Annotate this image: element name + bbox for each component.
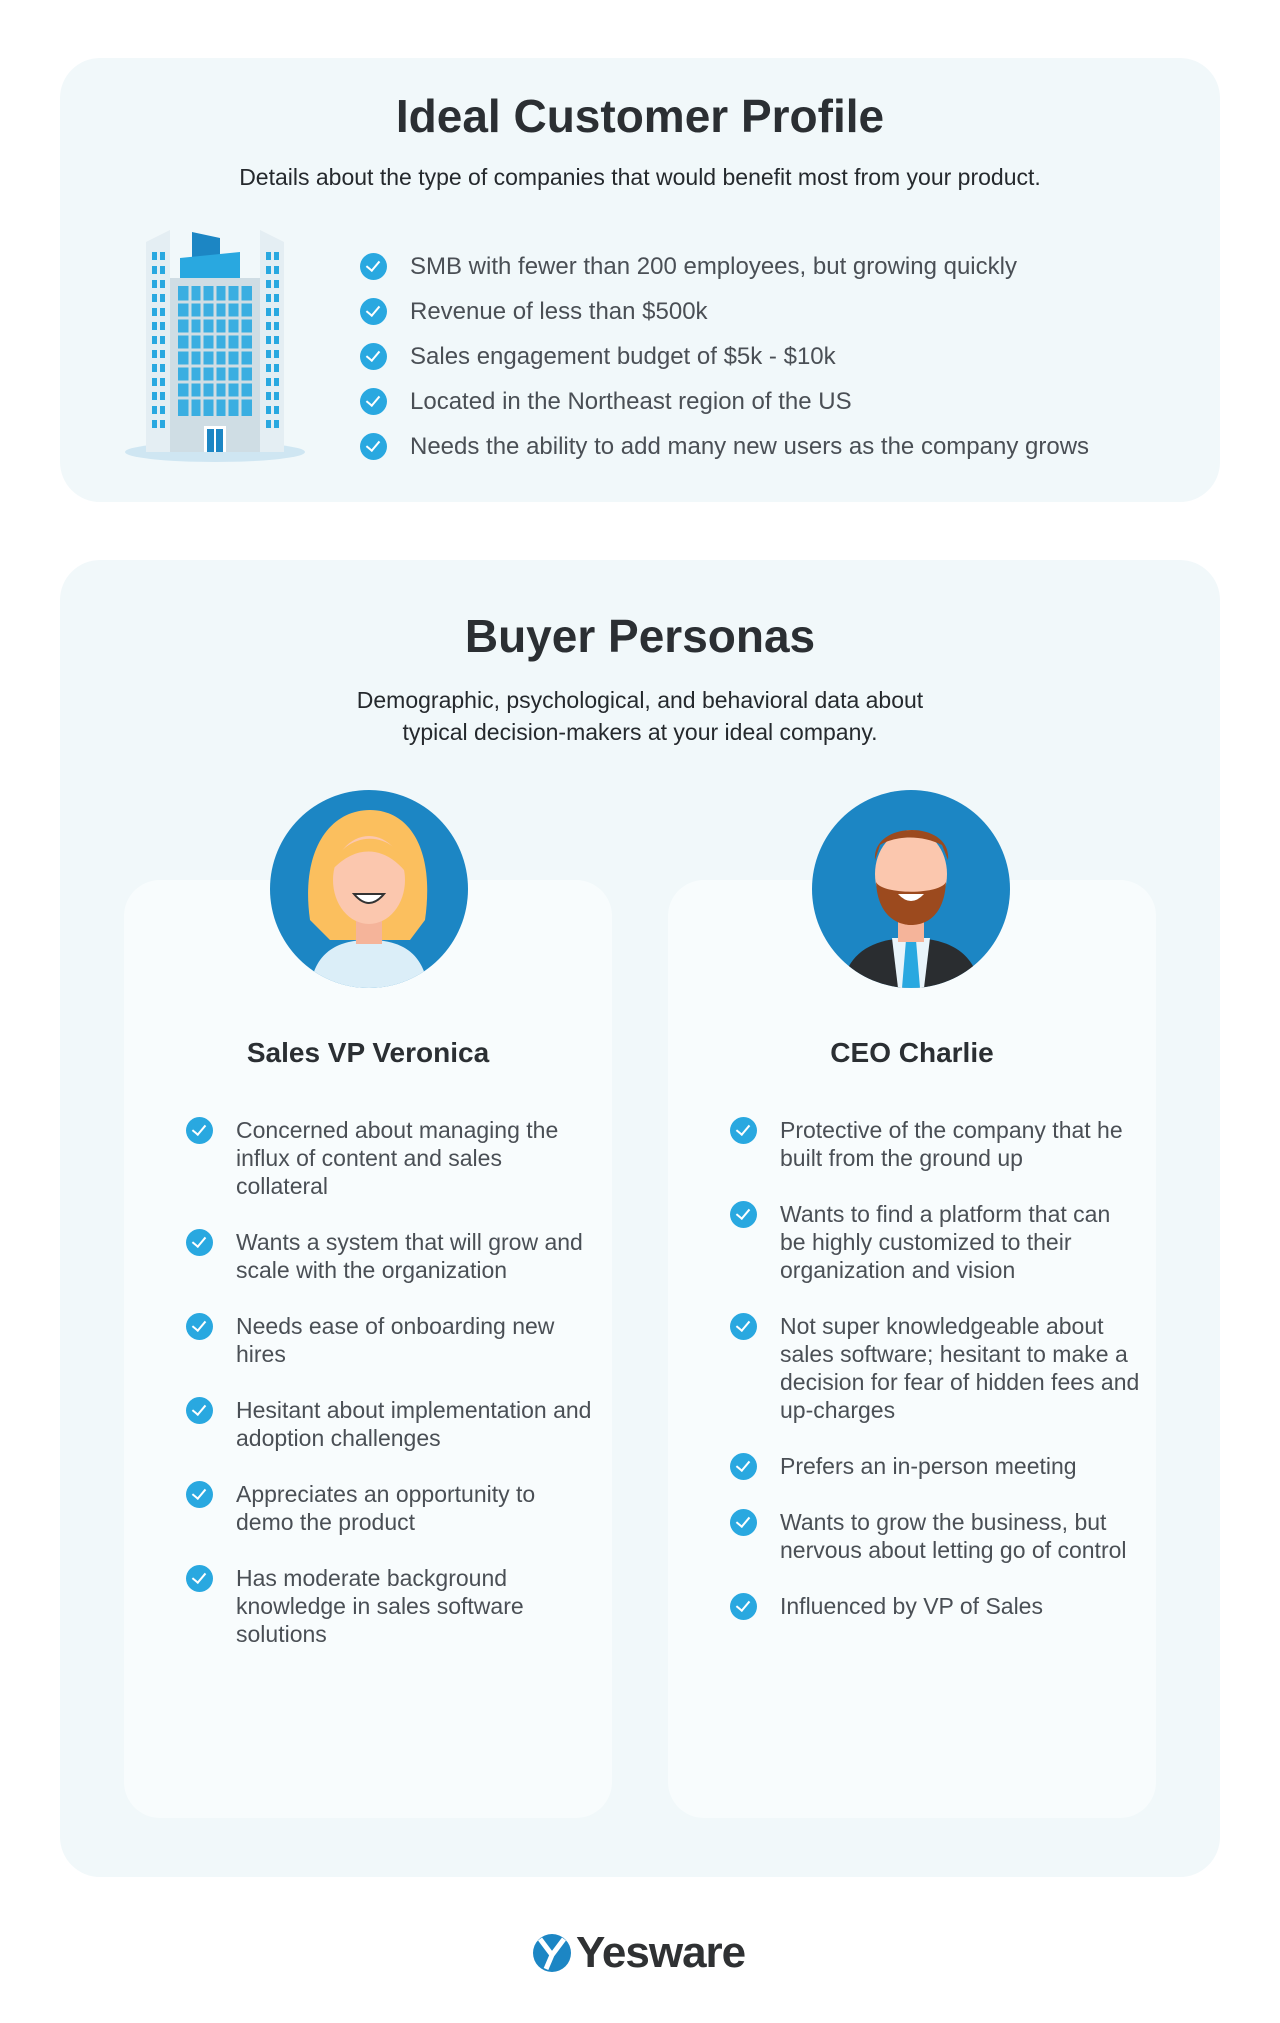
- persona-name: Sales VP Veronica: [246, 1037, 490, 1068]
- list-item: Has moderate background knowledge in sal…: [186, 1564, 596, 1648]
- list-item: Wants to grow the business, but nervous …: [730, 1508, 1140, 1564]
- check-icon: [730, 1453, 757, 1480]
- check-icon: [360, 433, 387, 460]
- list-item: Not super knowledgeable about sales soft…: [730, 1312, 1140, 1424]
- list-item: Needs the ability to add many new users …: [360, 424, 1089, 469]
- logo-text: Yesware: [576, 1928, 746, 1977]
- check-icon: [360, 298, 387, 325]
- check-icon: [186, 1397, 213, 1424]
- list-item: Concerned about managing the influx of c…: [186, 1116, 596, 1200]
- icp-checklist: SMB with fewer than 200 employees, but g…: [360, 244, 1089, 469]
- ideal-customer-profile-card: Ideal Customer Profile Details about the…: [60, 58, 1220, 502]
- list-item: Wants to find a platform that can be hig…: [730, 1200, 1140, 1284]
- list-item: Appreciates an opportunity to demo the p…: [186, 1480, 596, 1536]
- list-item: Influenced by VP of Sales: [730, 1592, 1140, 1620]
- list-item: Revenue of less than $500k: [360, 289, 1089, 334]
- list-item: Located in the Northeast region of the U…: [360, 379, 1089, 424]
- check-icon: [186, 1313, 213, 1340]
- check-icon: [360, 388, 387, 415]
- yesware-logo-icon: [533, 1934, 571, 1972]
- list-item: Needs ease of onboarding new hires: [186, 1312, 596, 1368]
- yesware-logo: Yesware: [532, 1928, 746, 1978]
- check-icon: [186, 1229, 213, 1256]
- persona-card-veronica: Sales VP Veronica Concerned about managi…: [124, 880, 612, 1818]
- check-icon: [186, 1565, 213, 1592]
- office-building-icon: [125, 230, 305, 462]
- personas-subtitle-line1: Demographic, psychological, and behavior…: [356, 687, 924, 713]
- icp-subtitle: Details about the type of companies that…: [239, 164, 1041, 190]
- list-item: Sales engagement budget of $5k - $10k: [360, 334, 1089, 379]
- persona-name: CEO Charlie: [830, 1037, 994, 1068]
- list-item: Wants a system that will grow and scale …: [186, 1228, 596, 1284]
- check-icon: [360, 253, 387, 280]
- check-icon: [730, 1117, 757, 1144]
- personas-subtitle-line2: typical decision-makers at your ideal co…: [402, 719, 878, 745]
- avatar-charlie: [812, 790, 1010, 988]
- persona-card-charlie: CEO Charlie Protective of the company th…: [668, 880, 1156, 1818]
- check-icon: [730, 1313, 757, 1340]
- personas-title: Buyer Personas: [464, 610, 816, 662]
- list-item: Prefers an in-person meeting: [730, 1452, 1140, 1480]
- check-icon: [186, 1117, 213, 1144]
- check-icon: [730, 1201, 757, 1228]
- check-icon: [730, 1593, 757, 1620]
- list-item: Protective of the company that he built …: [730, 1116, 1140, 1172]
- list-item: Hesitant about implementation and adopti…: [186, 1396, 596, 1452]
- icp-title: Ideal Customer Profile: [395, 90, 885, 142]
- check-icon: [360, 343, 387, 370]
- check-icon: [186, 1481, 213, 1508]
- avatar-veronica: [270, 790, 468, 988]
- list-item: SMB with fewer than 200 employees, but g…: [360, 244, 1089, 289]
- buyer-personas-card: Buyer Personas Demographic, psychologica…: [60, 560, 1220, 1877]
- check-icon: [730, 1509, 757, 1536]
